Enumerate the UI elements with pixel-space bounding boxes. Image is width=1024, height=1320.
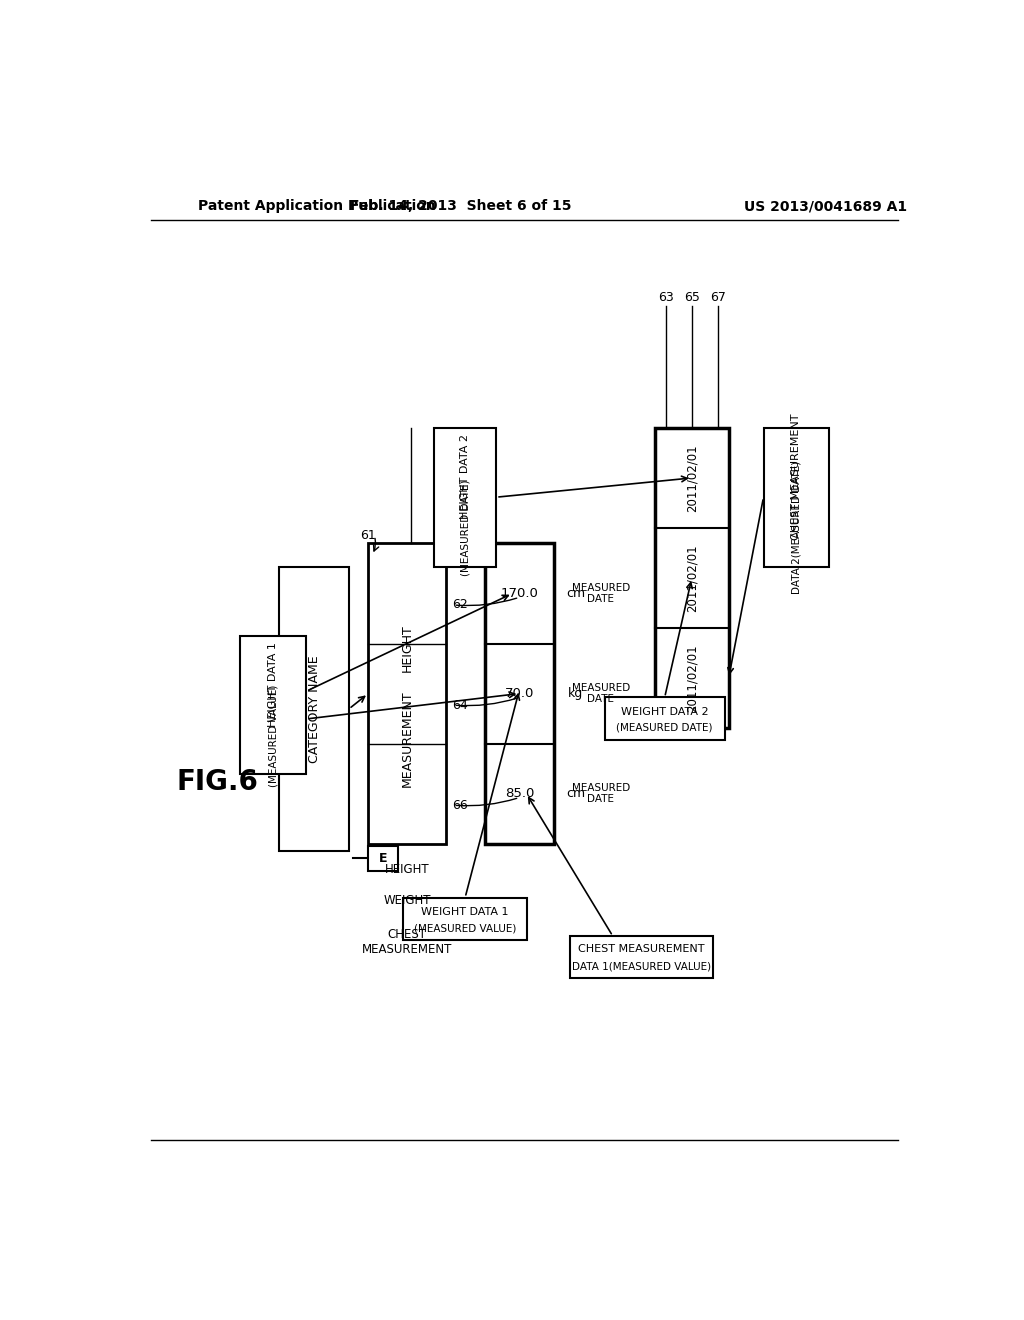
Text: FIG.6: FIG.6 [176, 768, 258, 796]
Text: 2011/02/01: 2011/02/01 [685, 644, 698, 711]
Text: WEIGHT DATA 2: WEIGHT DATA 2 [621, 708, 709, 717]
Text: kg: kg [568, 686, 584, 700]
Text: 85.0: 85.0 [505, 787, 535, 800]
Text: cm: cm [566, 787, 586, 800]
Bar [241, 636, 306, 775]
Text: 63: 63 [658, 290, 674, 304]
Bar [569, 936, 713, 978]
Text: CATEGORY NAME: CATEGORY NAME [307, 655, 321, 763]
Bar [764, 428, 829, 566]
Text: 67: 67 [710, 290, 726, 304]
Text: 61: 61 [360, 529, 376, 543]
Text: 65: 65 [684, 290, 699, 304]
Text: HEIGHT: HEIGHT [400, 624, 414, 672]
Text: E: E [379, 851, 387, 865]
Text: US 2013/0041689 A1: US 2013/0041689 A1 [744, 199, 907, 213]
Text: MEASURED
DATE: MEASURED DATE [571, 582, 630, 605]
Text: MEASUREMENT: MEASUREMENT [400, 690, 414, 787]
Bar [484, 544, 554, 843]
Text: 2011/02/01: 2011/02/01 [685, 444, 698, 512]
Bar [655, 428, 729, 729]
Text: Feb. 14, 2013  Sheet 6 of 15: Feb. 14, 2013 Sheet 6 of 15 [350, 199, 572, 213]
Text: 64: 64 [452, 698, 468, 711]
Text: DATA 2(MEASURED DATE): DATA 2(MEASURED DATE) [792, 461, 802, 594]
Text: CHEST
MEASUREMENT: CHEST MEASUREMENT [361, 928, 453, 957]
Text: cm: cm [566, 587, 586, 601]
Text: 2011/02/01: 2011/02/01 [685, 544, 698, 612]
Text: 170.0: 170.0 [501, 587, 539, 601]
Bar [403, 898, 527, 940]
Text: 62: 62 [452, 598, 468, 611]
Text: 66: 66 [452, 799, 468, 812]
Text: HEIGHT DATA 1: HEIGHT DATA 1 [268, 642, 279, 727]
Text: MEASURED
DATE: MEASURED DATE [571, 783, 630, 804]
Text: CHEST MEASUREMENT: CHEST MEASUREMENT [792, 413, 802, 540]
Bar [369, 544, 445, 843]
Text: (MEASURED DATE): (MEASURED DATE) [616, 723, 713, 733]
Text: HEIGHT DATA 2: HEIGHT DATA 2 [460, 434, 470, 519]
Text: WEIGHT DATA 1: WEIGHT DATA 1 [421, 907, 509, 917]
Text: WEIGHT: WEIGHT [383, 894, 431, 907]
Bar [369, 846, 397, 871]
Text: DATA 1(MEASURED VALUE): DATA 1(MEASURED VALUE) [571, 961, 711, 972]
Text: 70.0: 70.0 [505, 686, 535, 700]
Text: (MEASURED VALUE): (MEASURED VALUE) [268, 684, 279, 787]
Bar [434, 428, 496, 566]
Text: MEASURED
DATE: MEASURED DATE [571, 682, 630, 705]
Text: (MEASURED DATE): (MEASURED DATE) [460, 479, 470, 576]
Text: (MEASURED VALUE): (MEASURED VALUE) [414, 923, 516, 933]
Bar [604, 697, 725, 739]
Bar [280, 566, 349, 851]
Text: Patent Application Publication: Patent Application Publication [198, 199, 435, 213]
Text: CHEST MEASUREMENT: CHEST MEASUREMENT [579, 944, 705, 954]
Text: HEIGHT: HEIGHT [385, 863, 429, 876]
